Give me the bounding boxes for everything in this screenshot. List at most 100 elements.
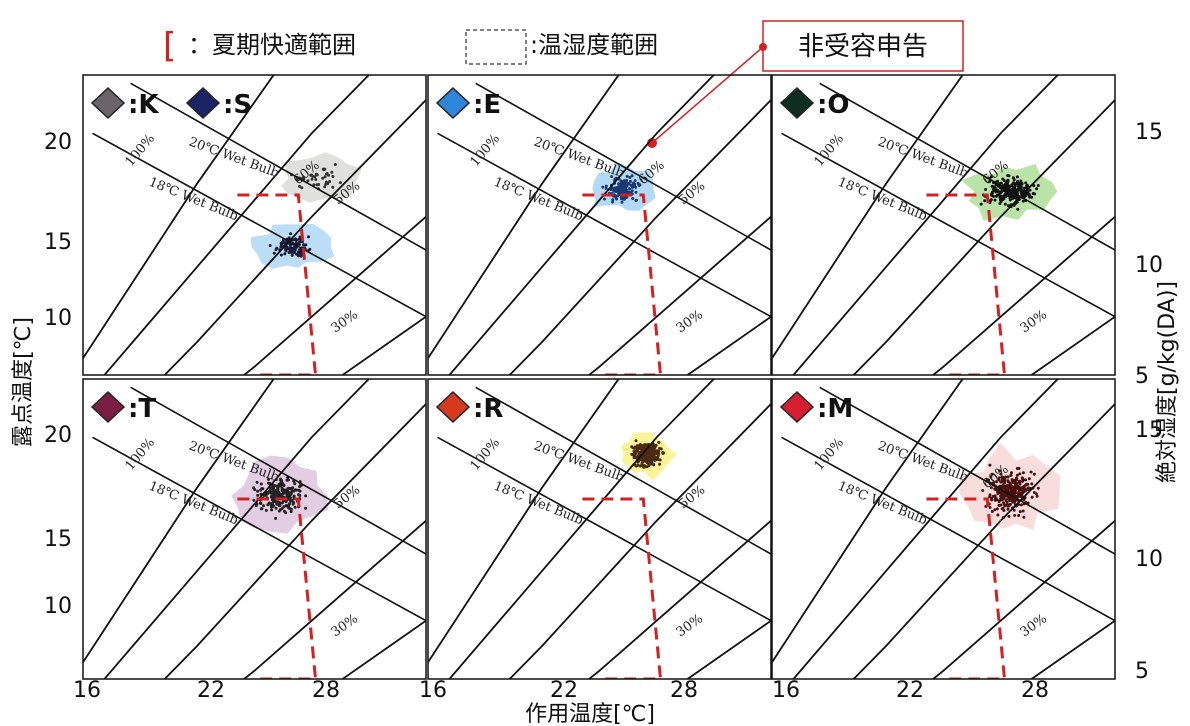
data-point-o xyxy=(994,194,998,198)
data-point-e xyxy=(601,185,605,189)
rh100-label: 100% xyxy=(812,131,847,169)
data-point-e xyxy=(620,200,624,204)
data-point-m xyxy=(999,480,1003,484)
data-point-s xyxy=(284,246,288,250)
data-point-r xyxy=(647,464,651,468)
data-point-k xyxy=(306,179,310,183)
data-point-o xyxy=(1007,191,1011,195)
data-point-k xyxy=(300,186,304,190)
data-point-m xyxy=(1004,475,1008,479)
data-point-k xyxy=(327,173,330,177)
data-point-r xyxy=(643,464,646,467)
data-point-s xyxy=(296,254,300,258)
data-point-o xyxy=(1003,183,1007,187)
data-point-o xyxy=(1006,178,1010,182)
data-point-t xyxy=(255,480,259,484)
relative-humidity-curve xyxy=(852,99,1115,375)
data-point-k xyxy=(310,177,314,181)
humidity-tick-label: 5 xyxy=(1135,364,1149,389)
data-point-o xyxy=(1023,186,1026,190)
data-point-m xyxy=(1030,482,1034,486)
summer-comfort-range xyxy=(582,497,663,679)
dewpoint-tick-label: 15 xyxy=(44,527,72,552)
summer-comfort-range xyxy=(926,193,1007,375)
data-point-t xyxy=(289,499,293,503)
rh50-label: 50% xyxy=(676,483,708,513)
data-point-m xyxy=(981,489,985,492)
data-point-m xyxy=(1006,504,1010,508)
data-point-k xyxy=(338,181,342,185)
relative-humidity-curve xyxy=(448,75,715,375)
data-point-t xyxy=(277,491,281,495)
data-point-o xyxy=(997,191,1001,195)
relative-humidity-curve xyxy=(103,75,370,375)
data-point-r xyxy=(633,452,637,456)
data-point-e xyxy=(632,184,636,188)
humidity-tick-label: 5 xyxy=(1135,659,1149,684)
data-point-o xyxy=(989,193,993,197)
data-point-s xyxy=(288,246,292,249)
data-point-t xyxy=(282,483,286,487)
data-point-m xyxy=(1003,503,1007,507)
data-point-e xyxy=(626,182,630,186)
panel-label-t: :T xyxy=(128,394,156,424)
data-point-m xyxy=(1027,477,1031,481)
relative-humidity-curve xyxy=(508,99,771,375)
temp-humidity-range-legend-swatch xyxy=(465,29,527,65)
data-point-e xyxy=(630,174,634,178)
data-point-r xyxy=(632,449,636,453)
data-point-o xyxy=(1000,190,1004,194)
data-point-m xyxy=(1030,495,1034,499)
data-point-t xyxy=(271,490,274,494)
data-point-m xyxy=(999,494,1003,498)
relative-humidity-curve xyxy=(163,99,426,375)
data-point-m xyxy=(996,513,1000,517)
summer-comfort-range xyxy=(582,193,663,375)
humidity-tick-label: 10 xyxy=(1135,253,1163,278)
data-point-o xyxy=(1007,174,1011,178)
wet-bulb-line xyxy=(130,386,426,555)
rh30-label: 30% xyxy=(1018,307,1050,336)
data-point-s xyxy=(279,245,283,249)
data-point-m xyxy=(1001,484,1005,488)
panel-marker-s xyxy=(185,86,221,120)
data-point-e xyxy=(634,190,638,194)
data-point-e xyxy=(611,200,614,204)
panel-plot-area xyxy=(83,379,426,679)
data-point-k xyxy=(323,175,327,179)
data-point-t xyxy=(274,516,278,520)
data-point-m xyxy=(1013,481,1017,485)
data-point-m xyxy=(1026,486,1030,490)
data-point-m xyxy=(1004,484,1008,488)
data-point-e xyxy=(612,193,616,197)
data-point-m xyxy=(990,498,994,502)
relative-humidity-curve xyxy=(428,379,620,663)
relative-humidity-curve xyxy=(242,216,426,375)
data-point-t xyxy=(290,489,294,493)
data-point-t xyxy=(288,502,291,506)
data-point-m xyxy=(1004,488,1007,492)
data-point-m xyxy=(998,497,1002,501)
relative-humidity-curve xyxy=(163,403,426,679)
data-point-t xyxy=(282,505,286,509)
data-point-t xyxy=(283,509,286,513)
data-point-r xyxy=(644,443,648,447)
data-point-o xyxy=(988,180,991,184)
data-point-t xyxy=(281,488,285,492)
rh30-label: 30% xyxy=(1018,611,1050,640)
data-point-m xyxy=(1005,500,1009,504)
dewpoint-tick-label: 15 xyxy=(44,230,72,255)
panel-marker-o xyxy=(779,86,815,120)
data-point-t xyxy=(287,506,291,510)
data-point-s xyxy=(297,242,301,246)
data-point-m xyxy=(987,478,991,482)
data-point-t xyxy=(256,489,260,493)
data-point-t xyxy=(292,494,296,498)
data-point-o xyxy=(1016,188,1020,192)
data-point-r xyxy=(653,449,657,453)
data-point-e xyxy=(625,174,629,178)
summer-comfort-range xyxy=(237,497,318,679)
data-point-r xyxy=(636,454,640,458)
data-point-o xyxy=(993,198,997,202)
